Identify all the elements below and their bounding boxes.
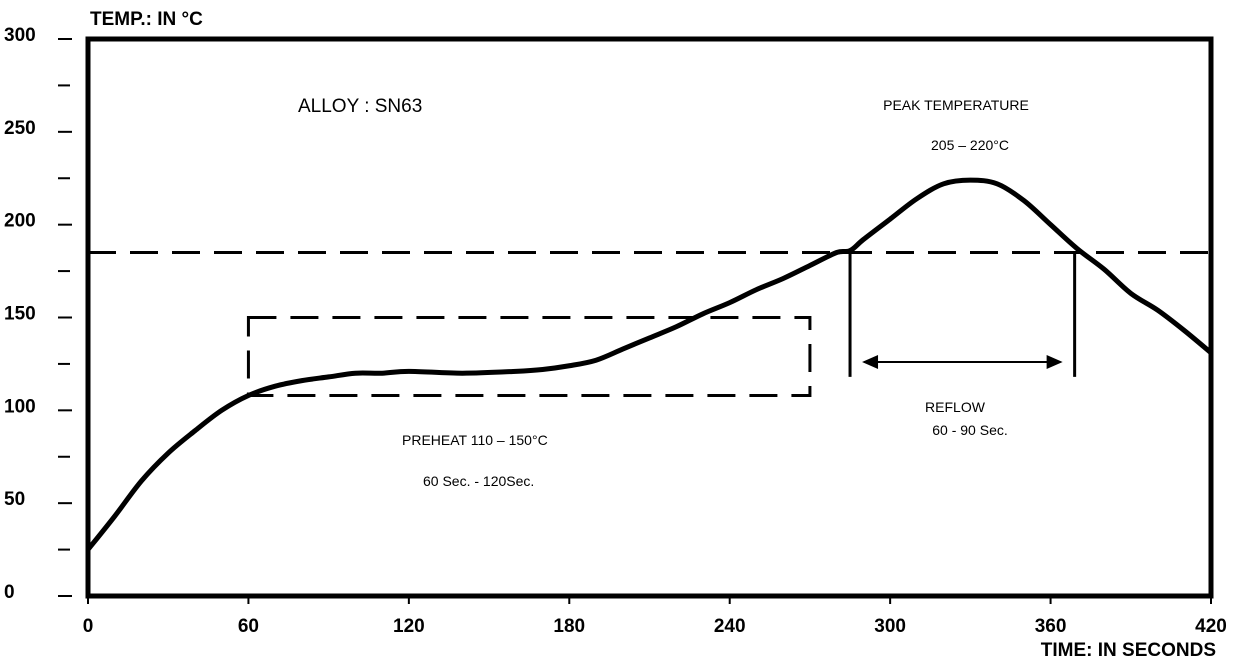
- reflow-time-label: 60 - 90 Sec.: [932, 422, 1008, 438]
- reflow-arrow-right-head: [1046, 355, 1063, 370]
- x-tick-label: 360: [1035, 616, 1067, 637]
- preheat-range-label: PREHEAT 110 – 150°C: [402, 432, 548, 448]
- x-tick-label: 120: [393, 616, 425, 637]
- peak-temperature-label: PEAK TEMPERATURE: [883, 97, 1029, 113]
- y-tick-label: 200: [4, 211, 36, 232]
- x-tick-label: 420: [1195, 616, 1227, 637]
- y-tick-label: 300: [4, 25, 36, 46]
- reflow-arrow-left-head: [862, 355, 879, 370]
- temperature-profile-line: [85, 177, 1214, 553]
- alloy-label: ALLOY : SN63: [298, 96, 422, 117]
- peak-temperature-range: 205 – 220°C: [931, 137, 1009, 153]
- x-tick-label: 240: [714, 616, 746, 637]
- y-axis-title: TEMP.: IN °C: [90, 9, 203, 30]
- y-tick-label: 250: [4, 118, 36, 139]
- y-tick-label: 150: [4, 304, 36, 325]
- preheat-time-label: 60 Sec. - 120Sec.: [423, 473, 534, 489]
- x-tick-label: 0: [83, 616, 94, 637]
- x-tick-label: 300: [874, 616, 906, 637]
- x-tick-label: 60: [238, 616, 259, 637]
- preheat-zone-box: [246, 316, 812, 397]
- reflow-label: REFLOW: [925, 399, 986, 415]
- y-tick-label: 50: [4, 489, 25, 510]
- plot-frame: [85, 36, 1214, 599]
- y-tick-label: 0: [4, 582, 15, 603]
- y-tick-label: 100: [4, 396, 36, 417]
- x-tick-label: 180: [553, 616, 585, 637]
- x-axis-title: TIME: IN SECONDS: [1041, 640, 1216, 661]
